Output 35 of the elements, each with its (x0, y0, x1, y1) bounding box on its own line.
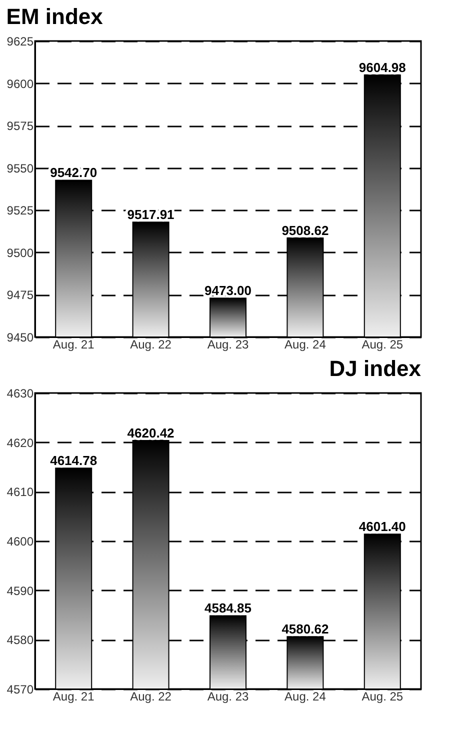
y-tick-label: 9575 (6, 119, 34, 134)
x-tick-label: Aug. 22 (130, 338, 172, 352)
y-tick-label: 4610 (6, 485, 34, 500)
y-tick-label: 9525 (6, 204, 34, 218)
x-tick-label: Aug. 23 (207, 690, 250, 704)
x-tick-label: Aug. 21 (52, 338, 95, 352)
y-tick-label: 9450 (6, 330, 34, 344)
y-tick-label: 4570 (6, 682, 34, 696)
y-tick-label: 9550 (6, 161, 34, 176)
y-tick-label: 4600 (6, 534, 34, 548)
x-tick-label: Aug. 24 (284, 338, 326, 352)
y-tick-label: 4620 (6, 436, 34, 450)
data-label: 9508.62 (282, 222, 329, 238)
y-tick-label: 9600 (6, 76, 34, 91)
data-label: 4620.42 (127, 425, 174, 440)
chart-title: EM index (6, 4, 104, 29)
y-tick-label: 4630 (6, 386, 34, 400)
data-label: 4614.78 (50, 453, 98, 468)
x-tick-label: Aug. 21 (52, 690, 95, 704)
data-label: 4580.62 (282, 622, 329, 637)
data-label: 4601.40 (358, 519, 406, 534)
x-tick-label: Aug. 25 (362, 338, 404, 352)
y-tick-label: 9475 (6, 288, 34, 302)
data-label: 9604.98 (358, 60, 406, 75)
x-tick-label: Aug. 23 (207, 338, 250, 352)
y-tick-label: 9500 (6, 246, 34, 260)
data-label: 4584.85 (204, 600, 252, 616)
x-tick-label: Aug. 25 (362, 690, 404, 704)
data-label: 9473.00 (204, 283, 252, 298)
y-tick-label: 4580 (6, 633, 34, 648)
y-tick-label: 4590 (6, 584, 34, 598)
x-tick-label: Aug. 24 (284, 690, 326, 704)
chart-title: DJ index (329, 356, 422, 381)
y-tick-label: 9625 (6, 34, 34, 48)
x-tick-label: Aug. 22 (130, 690, 172, 704)
